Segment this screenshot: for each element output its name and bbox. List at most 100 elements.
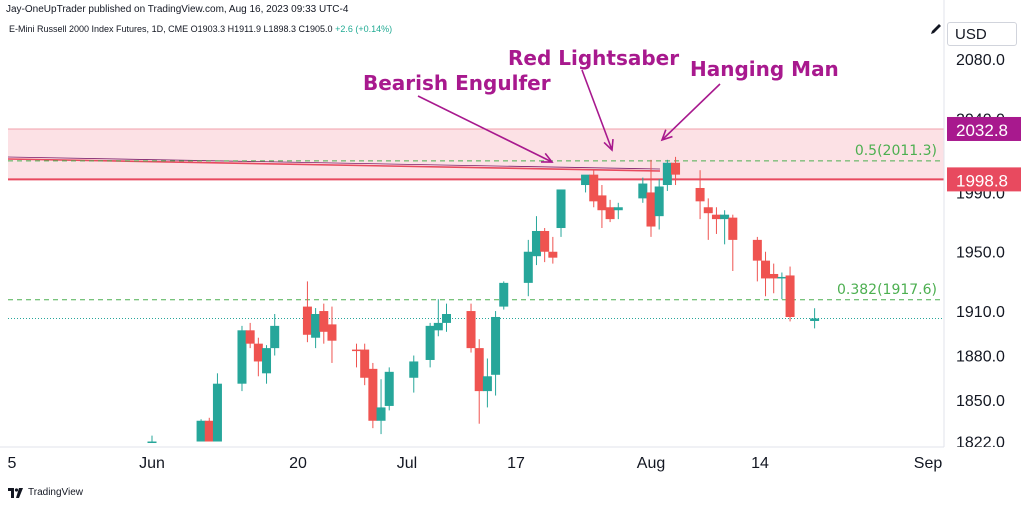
- candle-body: [147, 441, 157, 444]
- candle-body: [548, 251, 558, 258]
- annotation-arrowhead: [660, 129, 673, 142]
- candle-body: [212, 383, 222, 442]
- candle-body: [409, 361, 419, 378]
- time-tick-label: Jul: [397, 455, 417, 472]
- annotation-arrowhead: [540, 152, 554, 163]
- publisher-line: Jay-OneUpTrader published on TradingView…: [6, 4, 349, 15]
- price-axis-bg: [944, 0, 1024, 447]
- candle-body: [237, 330, 247, 384]
- candle-body: [352, 349, 362, 352]
- annotation-red-lightsaber: Red Lightsaber: [508, 46, 680, 70]
- time-tick-label: 20: [289, 455, 307, 472]
- candle-body: [523, 251, 533, 283]
- candle: [196, 419, 206, 442]
- annotation-arrow: [661, 83, 721, 141]
- candle-body: [433, 322, 443, 331]
- candle: [531, 216, 541, 266]
- tradingview-logo-icon: [8, 487, 23, 498]
- price-badge: [947, 116, 1021, 141]
- candle-body: [327, 324, 337, 341]
- candle: [646, 159, 656, 237]
- currency-button[interactable]: USD: [947, 22, 1017, 46]
- candle-body: [245, 330, 255, 344]
- candle: [352, 343, 362, 368]
- candle-body: [646, 192, 656, 227]
- resistance-zone-layer: [8, 128, 944, 180]
- candle-body: [499, 282, 509, 307]
- candle: [376, 379, 386, 435]
- tradingview-brand: TradingView: [28, 487, 84, 498]
- candle: [482, 358, 492, 408]
- candle-body: [311, 314, 321, 338]
- candle: [711, 207, 721, 234]
- candle-body: [319, 311, 329, 332]
- candle: [597, 185, 607, 229]
- price-axis-layer: 1822.01850.01880.01910.01950.01990.02040…: [943, 0, 1024, 452]
- candle: [270, 314, 280, 356]
- candle: [253, 337, 263, 377]
- candle: [441, 303, 451, 332]
- time-tick-label: Sep: [914, 455, 943, 472]
- price-change: +2.6 (+0.14%): [335, 24, 393, 34]
- pencil-icon[interactable]: [929, 22, 943, 36]
- candles-layer: [147, 156, 820, 444]
- price-tick-label: 2080.0: [956, 52, 1005, 69]
- price-tick-label: 1880.0: [956, 349, 1005, 366]
- price-badge-label: 2032.8: [956, 121, 1008, 140]
- candle-body: [761, 260, 771, 279]
- candle: [466, 303, 476, 353]
- candle: [262, 345, 272, 384]
- candle-body: [703, 207, 713, 214]
- candle-body: [654, 186, 664, 217]
- time-tick-label: Jun: [139, 455, 165, 472]
- candle: [523, 239, 533, 297]
- candle-body: [597, 195, 607, 211]
- candle-body: [785, 275, 795, 317]
- annotation-arrow: [581, 69, 613, 151]
- candle-body: [474, 348, 484, 392]
- time-tick-label: 17: [507, 455, 525, 472]
- candle: [548, 236, 558, 264]
- time-tick-label: Aug: [637, 455, 665, 472]
- candle: [540, 228, 550, 263]
- candle-body: [368, 368, 378, 421]
- candle: [581, 174, 591, 193]
- candle-body: [720, 214, 730, 220]
- tradingview-footer[interactable]: TradingView: [8, 487, 83, 498]
- candle: [327, 306, 337, 363]
- candle-body: [466, 311, 476, 349]
- candle-body: [581, 174, 591, 186]
- candle-body: [605, 207, 615, 220]
- candle-body: [671, 162, 681, 175]
- time-axis-bg: [0, 447, 1024, 481]
- candle: [499, 281, 509, 310]
- level-lines-layer: 0.5(2011.3) 0.382(1917.6): [7, 143, 944, 319]
- annotation-bearish-engulfer: Bearish Engulfer: [363, 71, 551, 95]
- candle: [654, 179, 664, 230]
- candle: [638, 177, 648, 203]
- candle: [212, 373, 222, 442]
- candle: [695, 170, 705, 220]
- candle-body: [638, 183, 648, 199]
- trendline-shadow: [7, 156, 661, 170]
- candle-body: [425, 325, 435, 360]
- price-tick-label: 1910.0: [956, 304, 1005, 321]
- candle: [589, 170, 599, 208]
- candle-body: [711, 214, 721, 220]
- candle-body: [302, 306, 312, 335]
- annotation-arrowhead: [603, 138, 614, 152]
- resistance-zone: [8, 128, 944, 180]
- time-tick-label: 14: [751, 455, 769, 472]
- candle-body: [662, 162, 672, 186]
- candle: [433, 299, 443, 337]
- candle-body: [556, 189, 566, 229]
- ohlc-values: O1903.3 H1911.9 L1898.3 C1905.0: [190, 24, 333, 34]
- candle-body: [540, 230, 550, 252]
- candle-body: [482, 376, 492, 392]
- candle-body: [491, 316, 501, 375]
- candle: [777, 272, 787, 300]
- price-badge: [947, 167, 1021, 192]
- candle: [425, 322, 435, 368]
- candle-body: [253, 343, 263, 362]
